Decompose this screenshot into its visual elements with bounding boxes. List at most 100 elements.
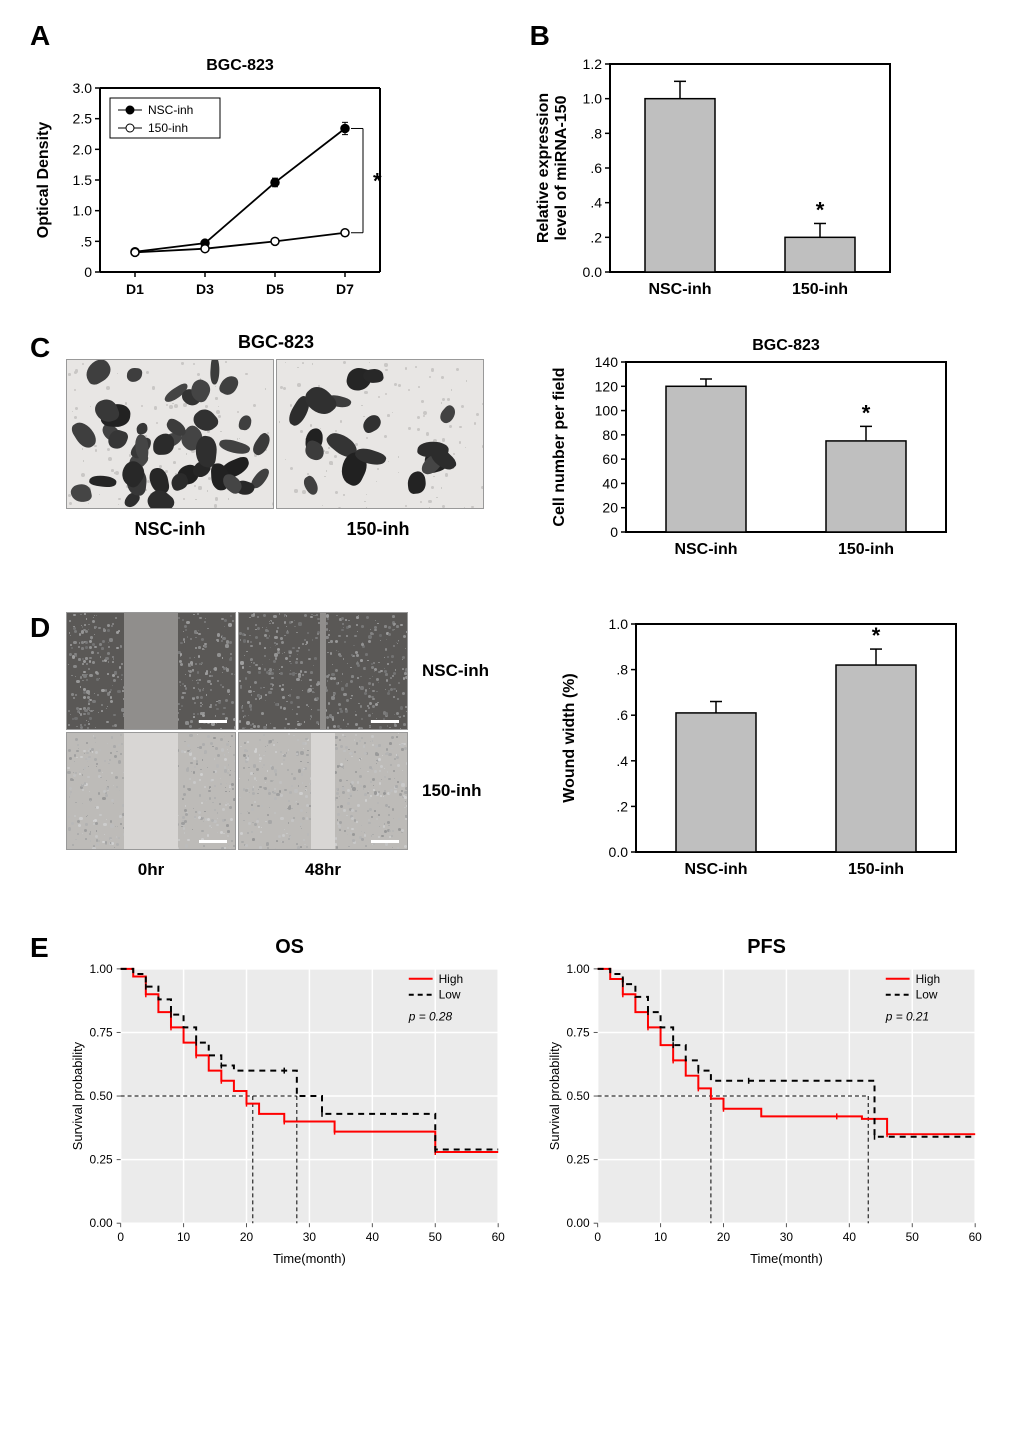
svg-text:Cell number per field: Cell number per field (551, 367, 568, 526)
svg-text:1.00: 1.00 (89, 962, 113, 976)
panel-b-label: B (530, 20, 550, 51)
svg-text:Survival probability: Survival probability (70, 1041, 85, 1150)
scratch-row-label-150: 150-inh (422, 781, 482, 801)
panel-e-label: E (30, 932, 60, 964)
svg-text:30: 30 (780, 1230, 794, 1244)
svg-text:*: * (373, 169, 382, 194)
svg-text:150-inh: 150-inh (792, 281, 848, 298)
svg-text:0: 0 (610, 524, 618, 540)
svg-text:10: 10 (654, 1230, 668, 1244)
svg-text:Survival probability: Survival probability (547, 1041, 562, 1150)
svg-text:D1: D1 (126, 281, 144, 297)
svg-text:Wound width (%): Wound width (%) (561, 673, 578, 802)
panel-c-label: C (30, 332, 60, 364)
svg-text:High: High (438, 972, 463, 986)
panel-a-chart: BGC-8230.51.01.52.02.53.0D1D3D5D7Optical… (30, 52, 410, 312)
svg-text:*: * (872, 623, 881, 648)
panel-d-label: D (30, 612, 60, 644)
svg-text:Low: Low (915, 988, 937, 1002)
svg-text:150-inh: 150-inh (838, 541, 894, 558)
svg-text:*: * (815, 197, 824, 222)
panel-c-image-title: BGC-823 (66, 332, 486, 353)
svg-text:NSC-inh: NSC-inh (648, 281, 711, 298)
panel-c-image-labels: NSC-inh 150-inh (66, 509, 486, 540)
svg-text:0: 0 (117, 1230, 124, 1244)
svg-text:1.0: 1.0 (609, 616, 629, 632)
scratch-nsc-0hr (66, 612, 236, 730)
svg-text:.5: .5 (80, 233, 92, 249)
svg-text:1.00: 1.00 (566, 962, 590, 976)
scratch-150-0hr (66, 732, 236, 850)
svg-text:30: 30 (303, 1230, 317, 1244)
panel-c-images-wrap: BGC-823 NSC-inh 150-inh (66, 332, 486, 540)
svg-text:150-inh: 150-inh (848, 861, 904, 878)
row-ab: A BGC-8230.51.01.52.02.53.0D1D3D5D7Optic… (30, 20, 990, 312)
svg-text:High: High (915, 972, 940, 986)
svg-text:0.25: 0.25 (566, 1153, 590, 1167)
svg-text:Low: Low (438, 988, 460, 1002)
svg-text:0.75: 0.75 (566, 1025, 590, 1039)
svg-text:.4: .4 (616, 753, 628, 769)
svg-text:0.75: 0.75 (89, 1025, 113, 1039)
svg-text:1.2: 1.2 (582, 56, 602, 72)
svg-text:p = 0.28: p = 0.28 (408, 1010, 453, 1024)
panel-e-os-plot: OS01020304050600.000.250.500.751.00Time(… (66, 932, 513, 1272)
svg-text:D3: D3 (196, 281, 214, 297)
svg-text:0: 0 (84, 264, 92, 280)
svg-text:Relative expression: Relative expression (535, 93, 552, 243)
svg-text:.4: .4 (590, 195, 602, 211)
svg-text:150-inh: 150-inh (148, 121, 188, 135)
panel-d-col-labels: 0hr 48hr (66, 860, 496, 880)
panel-e: E OS01020304050600.000.250.500.751.00Tim… (30, 932, 990, 1272)
figure-container: A BGC-8230.51.01.52.02.53.0D1D3D5D7Optic… (0, 0, 1020, 1292)
svg-text:2.0: 2.0 (73, 141, 93, 157)
svg-text:.8: .8 (590, 125, 602, 141)
svg-text:60: 60 (968, 1230, 982, 1244)
panel-d-chart: 0.0.2.4.6.81.0Wound width (%)NSC-inh150-… (556, 612, 976, 892)
svg-text:120: 120 (595, 378, 619, 394)
svg-text:60: 60 (602, 451, 618, 467)
panel-e-pfs-plot: PFS01020304050600.000.250.500.751.00Time… (543, 932, 990, 1272)
svg-text:.2: .2 (590, 229, 602, 245)
micrograph-150-inh (276, 359, 484, 509)
svg-text:100: 100 (595, 403, 619, 419)
svg-text:p = 0.21: p = 0.21 (885, 1010, 929, 1024)
panel-d-row-150: 150-inh (66, 732, 496, 850)
svg-text:Optical Density: Optical Density (35, 122, 52, 239)
scratch-row-label-nsc: NSC-inh (422, 661, 489, 681)
panel-d: D NSC-inh 150-inh 0hr 48hr 0.0.2.4.6.81.… (30, 612, 990, 892)
panel-d-images-wrap: NSC-inh 150-inh 0hr 48hr (66, 612, 496, 880)
svg-text:.6: .6 (616, 707, 628, 723)
svg-text:40: 40 (843, 1230, 857, 1244)
panel-b: B 0.0.2.4.6.81.01.2Relative expressionle… (530, 20, 990, 312)
scratch-150-48hr (238, 732, 408, 850)
svg-text:1.0: 1.0 (73, 203, 93, 219)
panel-c: C BGC-823 NSC-inh 150-inh BGC-8230204060… (30, 332, 990, 572)
panel-d-row-nsc: NSC-inh (66, 612, 496, 730)
panel-c-chart: BGC-823020406080100120140Cell number per… (546, 332, 966, 572)
svg-text:Time(month): Time(month) (750, 1251, 823, 1266)
svg-text:D5: D5 (266, 281, 284, 297)
svg-text:BGC-823: BGC-823 (206, 57, 274, 74)
svg-text:*: * (862, 400, 871, 425)
svg-text:0.50: 0.50 (89, 1089, 113, 1103)
svg-text:2.5: 2.5 (73, 111, 93, 127)
svg-text:.8: .8 (616, 662, 628, 678)
svg-text:NSC-inh: NSC-inh (674, 541, 737, 558)
svg-text:0.00: 0.00 (566, 1216, 590, 1230)
svg-text:0.25: 0.25 (89, 1153, 113, 1167)
micrograph-label-nsc: NSC-inh (66, 519, 274, 540)
svg-text:140: 140 (595, 354, 619, 370)
svg-text:Time(month): Time(month) (273, 1251, 346, 1266)
scratch-col-label-48hr: 48hr (238, 860, 408, 880)
panel-b-chart: 0.0.2.4.6.81.01.2Relative expressionleve… (530, 52, 910, 312)
svg-text:20: 20 (240, 1230, 254, 1244)
svg-text:50: 50 (428, 1230, 442, 1244)
svg-text:level of miRNA-150: level of miRNA-150 (553, 95, 570, 240)
svg-text:D7: D7 (336, 281, 354, 297)
micrograph-label-150: 150-inh (274, 519, 482, 540)
svg-text:40: 40 (602, 475, 618, 491)
svg-text:NSC-inh: NSC-inh (684, 861, 747, 878)
svg-text:50: 50 (906, 1230, 920, 1244)
svg-text:0: 0 (594, 1230, 601, 1244)
